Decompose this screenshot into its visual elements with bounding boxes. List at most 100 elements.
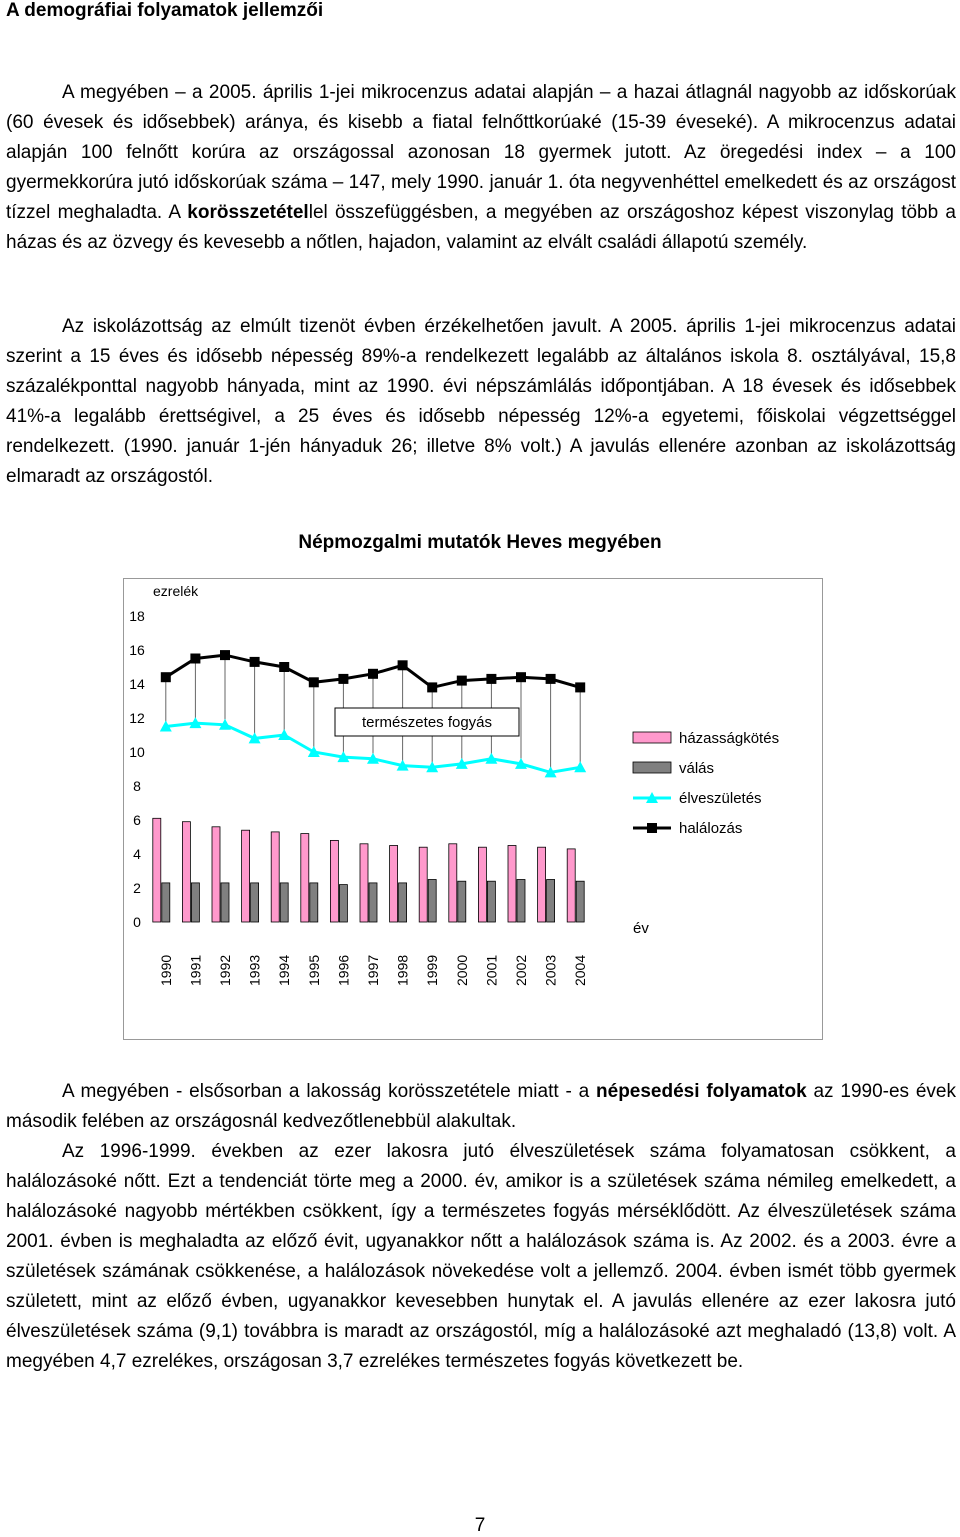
bar-divorce xyxy=(546,879,556,923)
x-tick-label: 2004 xyxy=(572,955,588,986)
x-tick-label: 1990 xyxy=(158,955,174,986)
point-deaths xyxy=(249,656,260,667)
legend-marker xyxy=(647,823,657,833)
bar-marriage xyxy=(152,817,162,923)
point-deaths xyxy=(160,672,171,683)
y-tick-label: 0 xyxy=(133,914,141,930)
x-tick-label: 1997 xyxy=(365,955,381,986)
annotation-box xyxy=(334,707,520,737)
bar-divorce xyxy=(457,880,467,923)
x-tick-label: 2003 xyxy=(543,955,559,986)
point-live-births xyxy=(396,759,409,771)
bar-divorce xyxy=(191,882,200,923)
x-tick-label: 1992 xyxy=(217,955,233,986)
bar-divorce xyxy=(338,884,348,923)
x-tick-label: 1991 xyxy=(187,955,203,986)
paragraph-demographics: A megyében – a 2005. április 1-jei mikro… xyxy=(6,78,956,258)
bar-divorce xyxy=(486,880,496,923)
annotation-natural-decrease: természetes fogyás xyxy=(362,714,492,731)
section-heading: A demográfiai folyamatok jellemzői xyxy=(6,0,324,21)
x-tick-label: 2000 xyxy=(454,955,470,986)
point-deaths xyxy=(397,660,408,671)
y-axis-label: ezrelék xyxy=(153,583,199,599)
point-deaths xyxy=(308,677,319,688)
point-live-births xyxy=(248,732,261,744)
x-axis-label: év xyxy=(633,920,649,937)
y-tick-label: 18 xyxy=(129,608,145,624)
bar-divorce xyxy=(161,882,171,923)
point-live-births xyxy=(337,751,350,763)
bar-divorce xyxy=(368,882,378,923)
x-tick-label: 1998 xyxy=(395,955,411,986)
bar-divorce xyxy=(279,882,289,923)
bar-marriage xyxy=(359,843,369,923)
legend-label: halálozás xyxy=(679,820,742,837)
y-tick-label: 16 xyxy=(129,642,145,658)
bar-divorce xyxy=(309,882,319,923)
bar-divorce xyxy=(250,882,259,923)
y-tick-label: 4 xyxy=(133,846,141,862)
bar-marriage xyxy=(418,846,428,923)
point-live-births xyxy=(219,718,231,730)
bar-marriage xyxy=(566,848,576,923)
point-deaths xyxy=(427,682,438,693)
text-run: A megyében - elsősorban a lakosság korös… xyxy=(62,1081,597,1102)
bar-marriage xyxy=(537,846,547,923)
point-live-births xyxy=(189,717,202,729)
text-run: A megyében – a 2005. április 1-jei mikro… xyxy=(6,82,956,223)
bar-marriage xyxy=(241,829,250,923)
point-deaths xyxy=(486,673,497,684)
point-live-births xyxy=(278,729,291,740)
bar-divorce xyxy=(575,880,585,923)
point-live-births xyxy=(426,761,439,773)
x-tick-label: 2002 xyxy=(513,955,529,986)
page-number: 7 xyxy=(474,1515,486,1536)
y-tick-label: 2 xyxy=(133,880,141,896)
point-deaths xyxy=(190,653,201,664)
point-deaths xyxy=(516,672,526,683)
point-live-births xyxy=(159,720,172,732)
point-deaths xyxy=(220,650,230,661)
bold-term: korösszetétel xyxy=(187,202,309,223)
x-tick-label: 1994 xyxy=(276,955,292,986)
bar-marriage xyxy=(507,845,517,923)
point-live-births xyxy=(574,761,587,773)
point-deaths xyxy=(368,668,378,679)
bar-marriage xyxy=(477,846,487,923)
bar-marriage xyxy=(182,821,191,923)
bar-divorce xyxy=(427,879,437,923)
point-deaths xyxy=(338,673,349,684)
paragraph-birth-death-trends: Az 1996-1999. években az ezer lakosra ju… xyxy=(6,1141,956,1372)
bar-marriage xyxy=(211,826,221,923)
paragraph-education: Az iskolázottság az elmúlt tizenöt évben… xyxy=(6,316,956,487)
y-tick-label: 6 xyxy=(133,812,141,828)
text-run: az 1990-es évek második felében az orszá… xyxy=(6,1081,956,1132)
point-live-births xyxy=(515,757,527,769)
legend-label: házasságkötés xyxy=(679,730,779,747)
legend-swatch xyxy=(632,761,672,774)
bar-marriage xyxy=(448,843,458,923)
point-deaths xyxy=(279,662,290,672)
legend-label: élveszületés xyxy=(679,790,762,807)
text-run: lel összefüggésben, a megyében az ország… xyxy=(6,202,956,253)
bar-marriage xyxy=(329,839,339,923)
point-deaths xyxy=(545,673,556,684)
x-tick-label: 1993 xyxy=(247,955,263,986)
bar-divorce xyxy=(220,882,230,923)
bar-marriage xyxy=(389,845,399,923)
point-live-births xyxy=(455,757,468,769)
chart-title: Népmozgalmi mutatók Heves megyében xyxy=(298,532,662,553)
x-tick-label: 1996 xyxy=(335,955,351,986)
paragraph-population-processes: A megyében - elsősorban a lakosság korös… xyxy=(6,1077,956,1137)
bold-term: népesedési folyamatok xyxy=(596,1081,807,1102)
y-tick-label: 14 xyxy=(129,676,145,692)
bar-divorce xyxy=(398,882,408,923)
point-live-births xyxy=(367,752,379,764)
point-live-births xyxy=(485,752,498,764)
vital-statistics-chart: 0 2 4 6 8 10 12 14 16 18 ezrelék természetes fogyás… xyxy=(123,578,823,1040)
point-deaths xyxy=(575,682,586,693)
bar-marriage xyxy=(300,833,310,923)
point-deaths xyxy=(456,675,467,686)
x-tick-label: 1999 xyxy=(424,955,440,986)
y-tick-label: 10 xyxy=(129,744,145,760)
